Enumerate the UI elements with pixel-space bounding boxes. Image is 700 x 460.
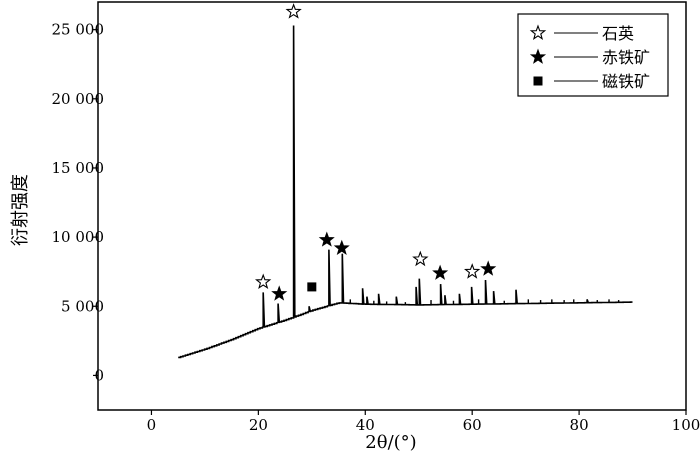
peak-marker-star-open <box>412 250 429 267</box>
y-tick-label: 10 000 <box>52 228 105 246</box>
x-tick-label: 80 <box>570 416 589 434</box>
peak-marker-star-filled <box>271 285 288 301</box>
y-tick-label: 20 000 <box>52 90 105 108</box>
diffraction-line <box>178 25 633 359</box>
peak-marker-star-filled <box>318 231 335 247</box>
peak-marker-star-open <box>285 3 302 19</box>
legend-label: 赤铁矿 <box>602 48 650 67</box>
x-axis-label: 2θ/(°) <box>365 432 416 453</box>
y-tick-label: 15 000 <box>52 159 105 177</box>
peak-marker-star-open <box>463 263 481 279</box>
y-axis-label: 衍射强度 <box>10 174 31 246</box>
legend-label: 磁铁矿 <box>602 72 650 91</box>
peak-marker-star-filled <box>333 239 350 255</box>
peak-marker-star-filled <box>432 264 449 280</box>
y-tick-label: 25 000 <box>52 21 105 39</box>
legend-marker-square-filled <box>533 76 543 86</box>
x-tick-label: 20 <box>249 416 268 434</box>
legend-marker-star-filled <box>529 48 547 64</box>
legend-marker-star-open <box>529 24 547 40</box>
x-tick-label: 0 <box>147 416 157 434</box>
x-tick-label: 40 <box>356 416 375 434</box>
peak-marker-star-filled <box>480 260 497 276</box>
plot-frame <box>97 1 687 411</box>
peak-marker-star-open <box>254 273 272 289</box>
peak-marker-square-filled <box>307 282 317 292</box>
x-tick-label: 60 <box>463 416 482 434</box>
y-tick-label: 0 <box>94 366 104 384</box>
y-tick-label: 5 000 <box>61 297 104 315</box>
x-tick-label: 100 <box>672 416 700 434</box>
legend-label: 石英 <box>602 24 634 43</box>
